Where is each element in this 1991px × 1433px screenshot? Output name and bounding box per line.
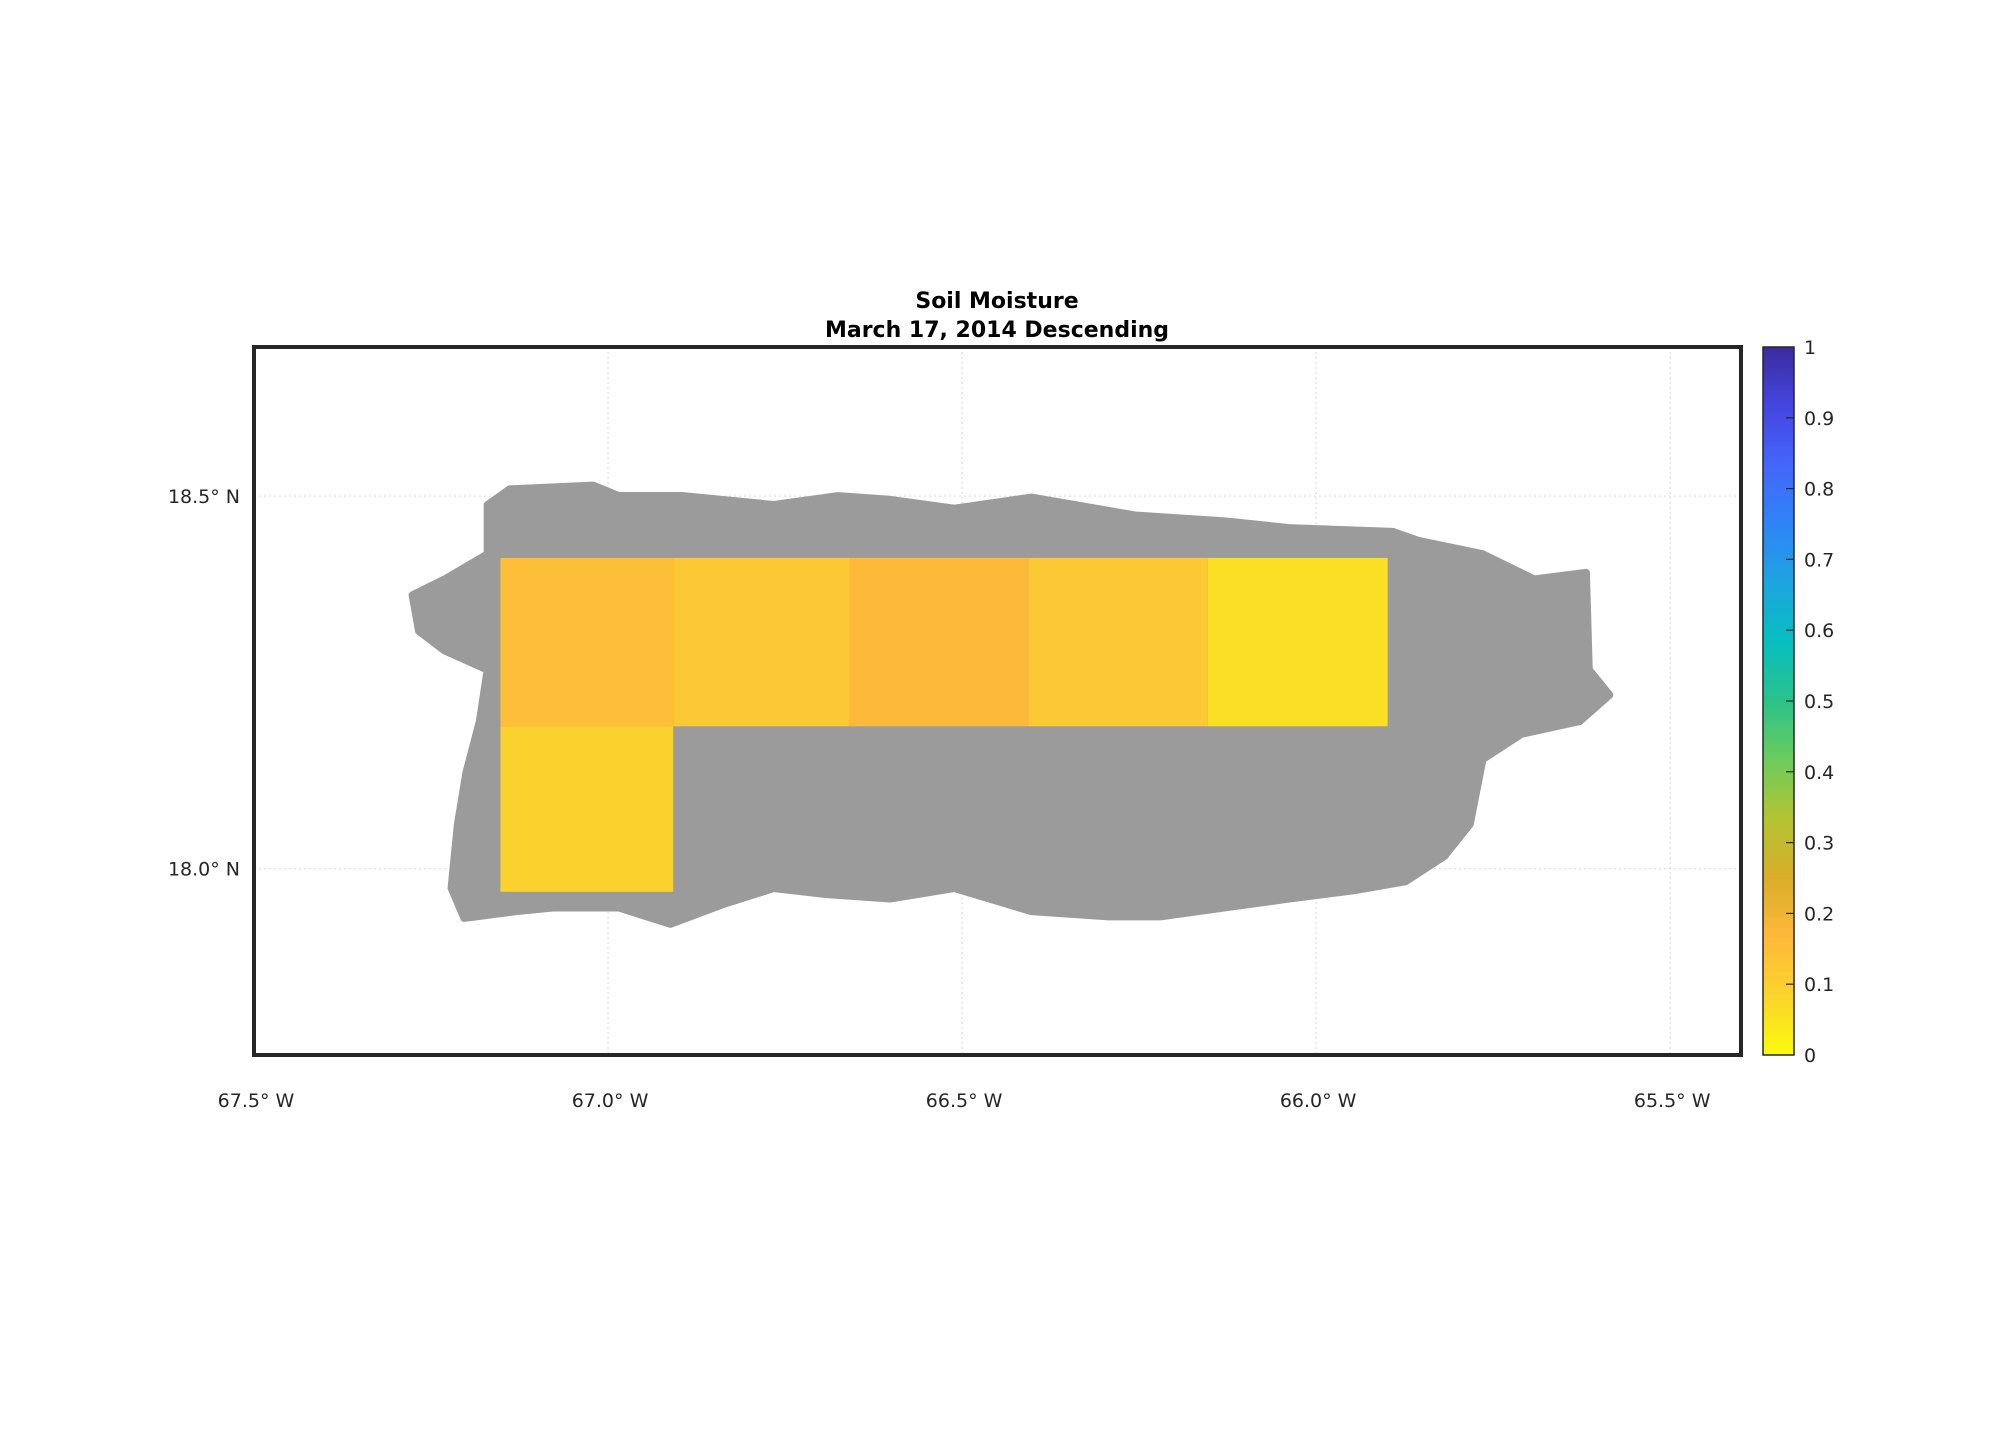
chart-subtitle: March 17, 2014 Descending — [825, 318, 1169, 343]
colorbar-tick-label: 1 — [1804, 337, 1816, 359]
soil-moisture-cell — [1028, 557, 1208, 727]
colorbar-tick-label: 0.1 — [1804, 974, 1834, 996]
colorbar-tick-label: 0.7 — [1804, 549, 1834, 571]
colorbar-tick-label: 0.3 — [1804, 833, 1834, 855]
data-cells — [500, 557, 1388, 892]
soil-moisture-cell — [500, 726, 674, 892]
soil-moisture-cell — [849, 557, 1029, 727]
colorbar-tick-label: 0.9 — [1804, 408, 1834, 430]
colorbar-tick-label: 0.4 — [1804, 762, 1834, 784]
chart-title: Soil Moisture — [915, 289, 1078, 314]
x-tick-label: 67.0° W — [572, 1090, 649, 1112]
colorbar-ticks: 0 0.1 0.2 0.3 0.4 0.5 0.6 0.7 0.8 0.9 1 — [1786, 337, 1834, 1067]
x-tick-label: 66.0° W — [1280, 1090, 1357, 1112]
soil-moisture-cell — [500, 557, 674, 727]
soil-moisture-cell — [673, 557, 850, 727]
x-tick-labels: 67.5° W 67.0° W 66.5° W 66.0° W 65.5° W — [218, 1090, 1711, 1112]
colorbar-tick-label: 0.5 — [1804, 691, 1834, 713]
x-tick-label: 66.5° W — [926, 1090, 1003, 1112]
y-tick-label: 18.0° N — [168, 859, 240, 881]
y-tick-labels: 18.5° N 18.0° N — [168, 486, 240, 881]
map-frame — [252, 345, 1743, 1057]
colorbar-tick-label: 0 — [1804, 1045, 1816, 1067]
y-tick-label: 18.5° N — [168, 486, 240, 508]
x-tick-label: 65.5° W — [1634, 1090, 1711, 1112]
colorbar-tick-label: 0.8 — [1804, 479, 1834, 501]
colorbar-tick-label: 0.6 — [1804, 620, 1834, 642]
x-tick-label: 67.5° W — [218, 1090, 295, 1112]
soil-moisture-cell — [1207, 557, 1388, 727]
colorbar-tick-label: 0.2 — [1804, 903, 1834, 925]
